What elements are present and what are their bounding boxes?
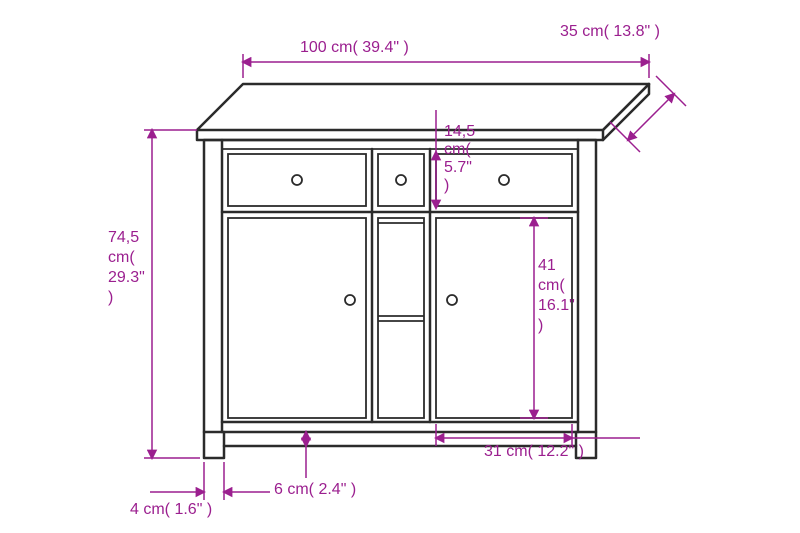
- label-depth: 35 cm( 13.8" ): [560, 23, 660, 40]
- dim-leg-width: 4 cm( 1.6" ): [130, 462, 270, 518]
- dim-drawer-height: 14,5 cm( 5.7" ): [436, 110, 480, 208]
- dim-depth: 35 cm( 13.8" ): [560, 23, 686, 152]
- label-drawer-h: 14,5 cm( 5.7" ): [444, 123, 480, 194]
- label-height: 74,5 cm( 29.3" ): [108, 229, 149, 306]
- dim-leg-height: 6 cm( 2.4" ): [274, 432, 356, 498]
- label-leg-w: 4 cm( 1.6" ): [130, 501, 212, 518]
- dim-door-height: 41 cm( 16.1" ): [520, 218, 579, 418]
- label-door-h: 41 cm( 16.1" ): [538, 257, 579, 334]
- dim-door-width: 31 cm( 12.2" ): [436, 424, 640, 460]
- dimension-diagram: 100 cm( 39.4" ) 35 cm( 13.8" ) 74,5 cm( …: [0, 0, 800, 533]
- label-door-w: 31 cm( 12.2" ): [484, 443, 584, 460]
- dim-height: 74,5 cm( 29.3" ): [108, 130, 200, 458]
- dimension-lines: 100 cm( 39.4" ) 35 cm( 13.8" ) 74,5 cm( …: [108, 23, 686, 518]
- label-leg-h: 6 cm( 2.4" ): [274, 481, 356, 498]
- cabinet-outline: [197, 84, 649, 458]
- label-width: 100 cm( 39.4" ): [300, 39, 409, 56]
- dim-width: 100 cm( 39.4" ): [243, 39, 649, 78]
